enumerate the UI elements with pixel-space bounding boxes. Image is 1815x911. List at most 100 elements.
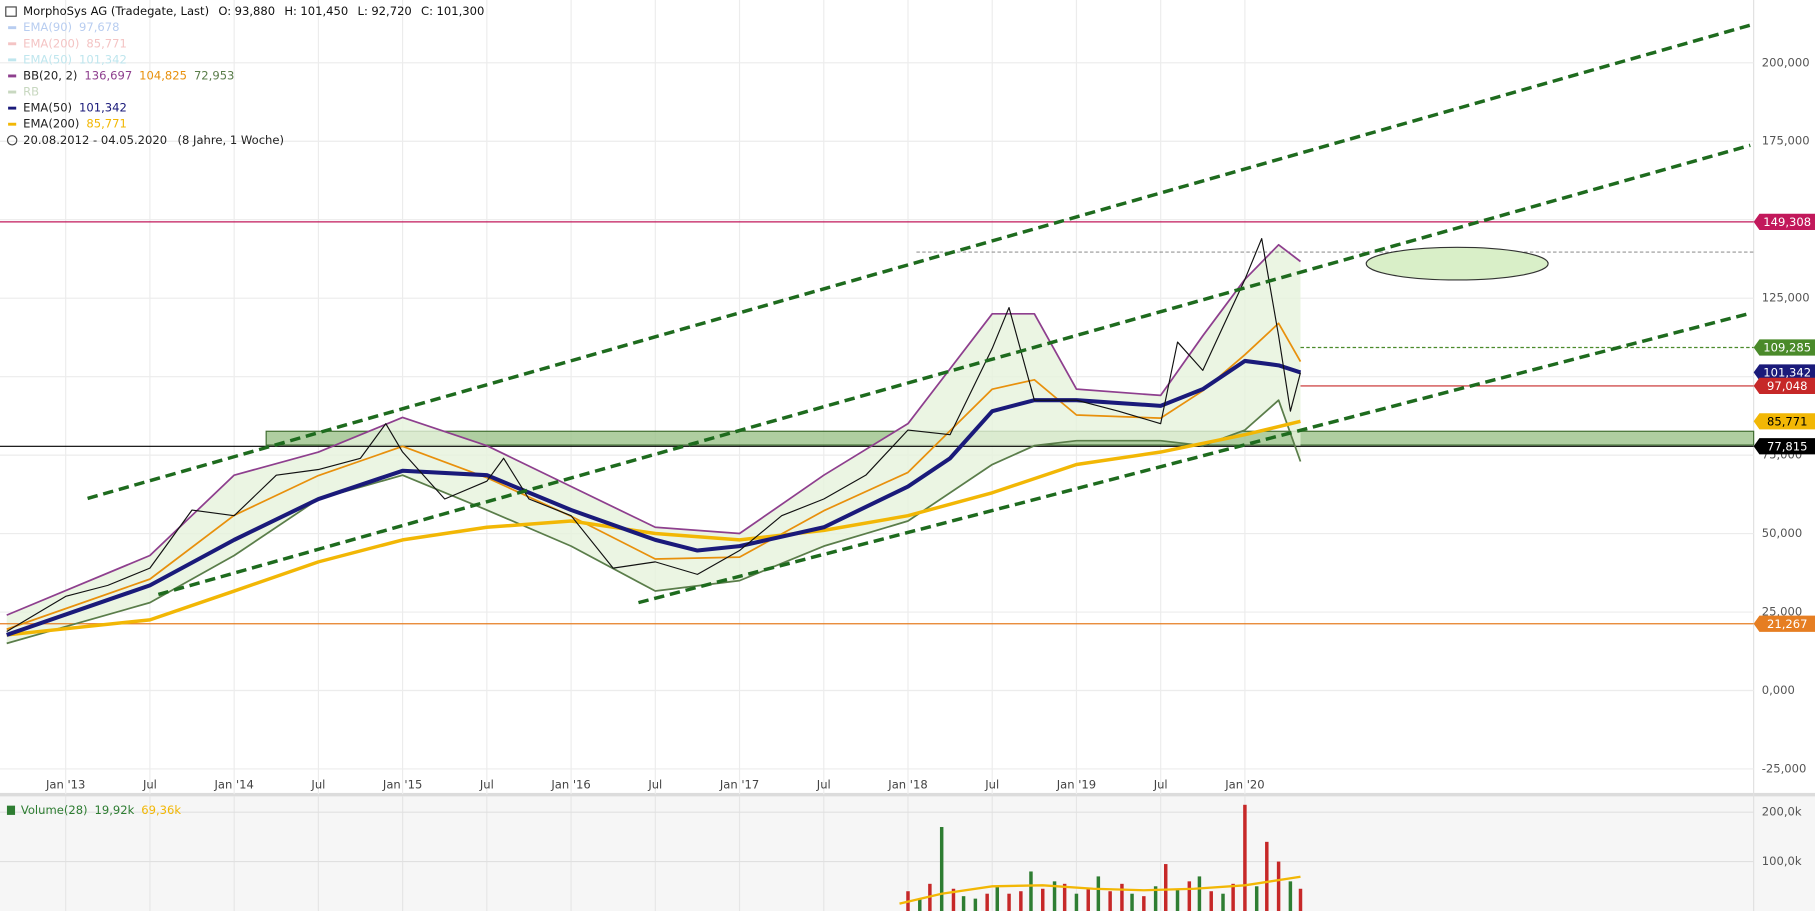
volume-bar xyxy=(1120,883,1124,911)
legend-value: 101,342 xyxy=(79,101,127,115)
price-badge xyxy=(1753,615,1815,632)
ohlc-value: 93,880 xyxy=(235,4,275,18)
volume-bar xyxy=(1175,888,1180,911)
series-line xyxy=(6,358,1302,637)
volume-bar xyxy=(1187,881,1192,911)
price-badge-label: 97,048 xyxy=(1767,379,1807,393)
clock-icon xyxy=(6,135,18,146)
volume-ma xyxy=(899,875,1301,905)
ohlc-value: 92,720 xyxy=(371,4,411,18)
volume-bar xyxy=(1062,883,1067,911)
price-badge-label: 101,342 xyxy=(1763,366,1811,380)
title: MorphoSys AG (Tradegate, Last) xyxy=(23,4,209,18)
x-tick-label: Jul xyxy=(142,777,157,791)
volume-bar xyxy=(1265,841,1269,911)
x-tick-label: Jan '16 xyxy=(550,777,590,791)
trendline xyxy=(638,311,1751,605)
price-badge-label: 21,267 xyxy=(1767,617,1807,631)
volume-bar xyxy=(1276,861,1281,911)
x-tick-label: Jul xyxy=(1153,777,1168,791)
volume-bar xyxy=(918,898,922,911)
x-tick-label: Jan '13 xyxy=(45,777,85,791)
volume-bar xyxy=(985,893,989,911)
ohlc-label: O: xyxy=(218,4,231,18)
volume-bar xyxy=(1243,804,1247,911)
y-tick-label: 25,000 xyxy=(1762,605,1802,619)
legend-name: EMA(50) xyxy=(23,52,72,66)
volume-legend-value: 19,92k xyxy=(95,803,135,817)
volume-bar xyxy=(1052,881,1057,911)
volume-legend-value: 69,36k xyxy=(141,803,181,817)
ohlc-value: 101,450 xyxy=(300,4,348,18)
x-tick-label: Jan '18 xyxy=(887,777,927,791)
volume-bar xyxy=(1288,881,1293,911)
y-tick-label: 125,000 xyxy=(1762,291,1810,305)
ohlc-label: L: xyxy=(358,4,368,18)
x-tick-label: Jan '14 xyxy=(213,777,253,791)
trendline xyxy=(87,23,1751,501)
y-tick-label: -25,000 xyxy=(1762,761,1807,775)
period: 20.08.2012 - 04.05.2020 xyxy=(23,133,167,147)
legend-value: 85,771 xyxy=(86,117,126,131)
legend-name: EMA(90) xyxy=(23,20,72,34)
volume-bar xyxy=(1086,888,1090,911)
panel-separator xyxy=(0,792,1815,797)
volume-bar xyxy=(1019,891,1023,911)
x-tick-label: Jul xyxy=(310,777,325,791)
volume-bar xyxy=(1007,893,1011,911)
legend-value: 136,697 xyxy=(84,68,132,82)
price-badge-label: 109,285 xyxy=(1763,341,1811,355)
legend-name: RB xyxy=(23,85,39,99)
x-tick-label: Jan '17 xyxy=(719,777,759,791)
price-badge xyxy=(1753,413,1815,430)
price-badge-label: 85,771 xyxy=(1767,414,1807,428)
price-badge-label: 149,308 xyxy=(1763,215,1811,229)
volume-tick-label: 100,0k xyxy=(1762,854,1802,868)
volume-bar xyxy=(961,896,966,911)
legend-value: 72,953 xyxy=(194,68,234,82)
volume-bar xyxy=(1029,871,1033,911)
volume-bar xyxy=(1130,893,1134,911)
price-badge xyxy=(1753,377,1815,395)
volume-bar xyxy=(1096,876,1101,911)
x-tick-label: Jul xyxy=(647,777,662,791)
legend-name: EMA(50) xyxy=(23,101,72,115)
volume-legend-name: Volume(28) xyxy=(21,803,88,817)
ohlc-label: H: xyxy=(284,4,297,18)
x-tick-label: Jul xyxy=(984,777,999,791)
volume-bar xyxy=(1153,886,1158,911)
volume-bar xyxy=(995,886,1000,911)
x-tick-label: Jan '20 xyxy=(1224,777,1264,791)
trendline xyxy=(157,143,1751,597)
y-tick-label: 175,000 xyxy=(1762,134,1810,148)
legend-name: EMA(200) xyxy=(23,117,79,131)
volume-bar xyxy=(1254,886,1259,911)
series-line xyxy=(6,419,1301,637)
volume-bar xyxy=(1209,891,1213,911)
volume-tick-label: 200,0k xyxy=(1762,805,1802,819)
bollinger-fill xyxy=(6,244,1301,644)
y-tick-label: 50,000 xyxy=(1762,526,1802,540)
series-line xyxy=(6,238,1302,632)
price-badge xyxy=(1753,438,1815,455)
target-ellipse xyxy=(1365,246,1549,281)
volume-bar xyxy=(1074,893,1079,911)
series-line xyxy=(6,243,1302,616)
legend-value: 85,771 xyxy=(86,36,126,50)
legend-value: 104,825 xyxy=(139,68,187,82)
volume-bar xyxy=(1108,891,1112,911)
volume-bar xyxy=(1142,896,1146,911)
legend-name: BB(20, 2) xyxy=(23,68,77,82)
volume-bar xyxy=(1231,883,1235,911)
volume-bar xyxy=(1197,876,1202,911)
volume-bar xyxy=(1298,888,1303,911)
x-tick-label: Jan '19 xyxy=(1056,777,1096,791)
y-tick-label: 200,000 xyxy=(1762,55,1810,69)
x-tick-label: Jul xyxy=(816,777,831,791)
volume-bar xyxy=(1041,888,1045,911)
legend-value: 97,678 xyxy=(79,20,119,34)
ohlc-label: C: xyxy=(421,4,433,18)
price-badge-label: 77,815 xyxy=(1767,439,1807,453)
